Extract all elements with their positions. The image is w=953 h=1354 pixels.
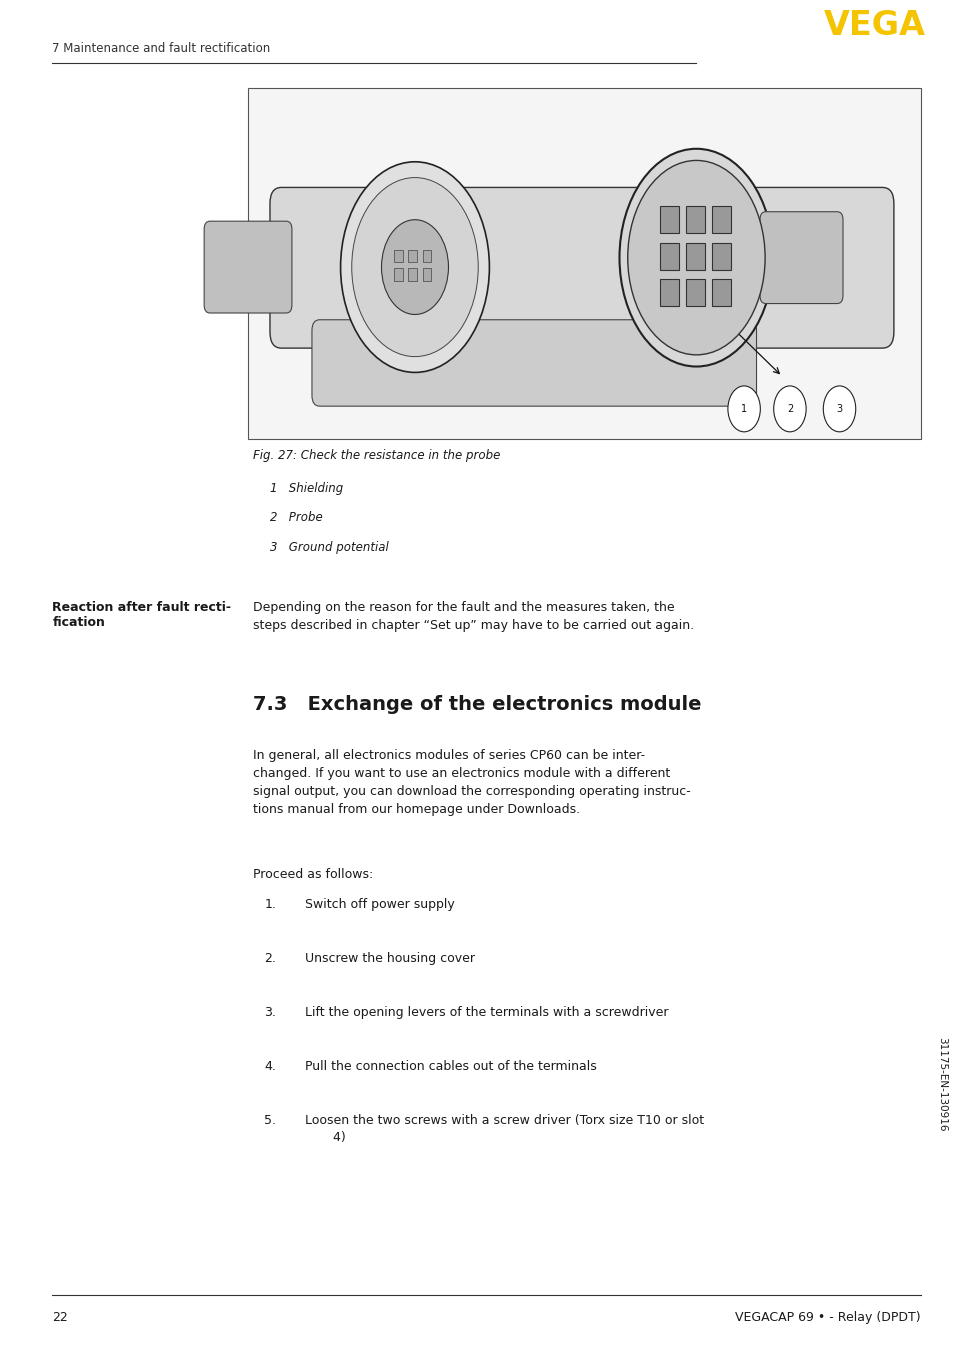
Bar xyxy=(422,268,431,280)
Text: 3: 3 xyxy=(836,403,841,414)
Circle shape xyxy=(627,160,764,355)
Bar xyxy=(685,279,704,306)
Text: Fig. 27: Check the resistance in the probe: Fig. 27: Check the resistance in the pro… xyxy=(253,450,499,462)
Bar xyxy=(711,206,730,233)
Text: 3.: 3. xyxy=(264,1006,275,1018)
Text: 2.: 2. xyxy=(264,952,275,964)
FancyBboxPatch shape xyxy=(204,221,292,313)
Text: 3   Ground potential: 3 Ground potential xyxy=(270,542,388,554)
Text: 2   Probe: 2 Probe xyxy=(270,512,322,524)
Circle shape xyxy=(727,386,760,432)
Bar xyxy=(394,249,402,261)
Circle shape xyxy=(618,149,773,367)
Bar xyxy=(685,206,704,233)
Bar xyxy=(408,249,416,261)
Circle shape xyxy=(340,161,489,372)
Bar xyxy=(711,279,730,306)
Bar xyxy=(659,206,679,233)
Text: 7 Maintenance and fault rectification: 7 Maintenance and fault rectification xyxy=(52,42,271,56)
Text: 1.: 1. xyxy=(264,898,275,911)
Bar xyxy=(659,242,679,269)
Bar xyxy=(422,249,431,261)
Text: 1   Shielding: 1 Shielding xyxy=(270,482,343,494)
Bar xyxy=(394,268,402,280)
Text: 2: 2 xyxy=(786,403,792,414)
Text: VEGA: VEGA xyxy=(822,8,924,42)
Text: In general, all electronics modules of series CP60 can be inter-
changed. If you: In general, all electronics modules of s… xyxy=(253,749,690,816)
Text: Proceed as follows:: Proceed as follows: xyxy=(253,868,373,881)
Text: 31175-EN-130916: 31175-EN-130916 xyxy=(937,1037,946,1131)
Text: Switch off power supply: Switch off power supply xyxy=(305,898,455,911)
Text: 1: 1 xyxy=(740,403,746,414)
Bar xyxy=(711,242,730,269)
Text: Reaction after fault recti-
fication: Reaction after fault recti- fication xyxy=(52,601,232,628)
Bar xyxy=(659,279,679,306)
Circle shape xyxy=(352,177,477,356)
Text: 5.: 5. xyxy=(264,1114,276,1127)
Bar xyxy=(685,242,704,269)
Text: Lift the opening levers of the terminals with a screwdriver: Lift the opening levers of the terminals… xyxy=(305,1006,668,1018)
Text: Depending on the reason for the fault and the measures taken, the
steps describe: Depending on the reason for the fault an… xyxy=(253,601,693,631)
Text: Loosen the two screws with a screw driver (Torx size T10 or slot
       4): Loosen the two screws with a screw drive… xyxy=(305,1114,703,1144)
FancyBboxPatch shape xyxy=(760,211,842,303)
Circle shape xyxy=(381,219,448,314)
Text: 7.3   Exchange of the electronics module: 7.3 Exchange of the electronics module xyxy=(253,695,700,714)
Bar xyxy=(408,268,416,280)
Text: 22: 22 xyxy=(52,1311,69,1324)
FancyBboxPatch shape xyxy=(312,320,756,406)
Text: VEGACAP 69 • - Relay (DPDT): VEGACAP 69 • - Relay (DPDT) xyxy=(734,1311,920,1324)
Text: Unscrew the housing cover: Unscrew the housing cover xyxy=(305,952,475,964)
Bar xyxy=(248,88,920,439)
Circle shape xyxy=(773,386,805,432)
FancyBboxPatch shape xyxy=(270,187,893,348)
Circle shape xyxy=(822,386,855,432)
Text: Pull the connection cables out of the terminals: Pull the connection cables out of the te… xyxy=(305,1060,597,1072)
Text: 4.: 4. xyxy=(264,1060,275,1072)
